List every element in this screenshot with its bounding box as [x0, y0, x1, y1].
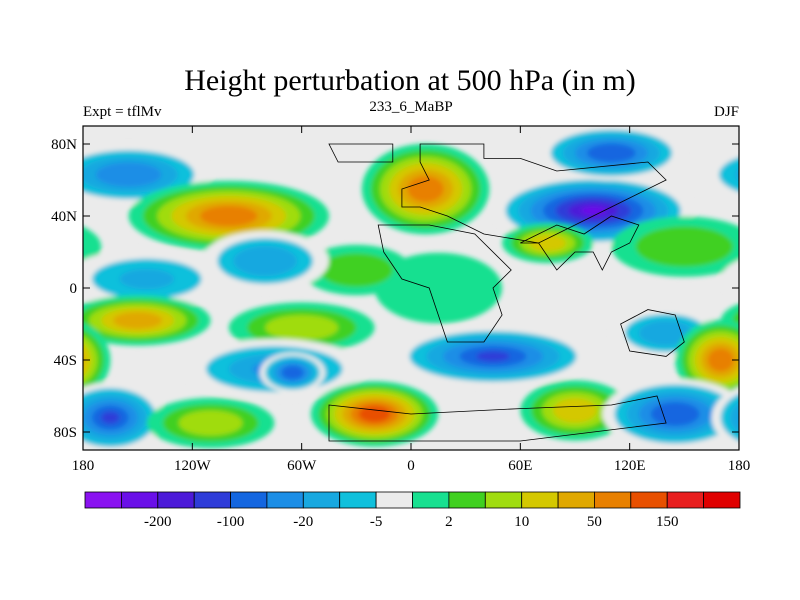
- colorbar-box: [557, 491, 595, 509]
- colorbar-label: -5: [370, 514, 383, 530]
- contour-band: [338, 261, 375, 279]
- contour-band: [283, 321, 320, 334]
- x-tick-label: 60E: [508, 458, 532, 474]
- contour-band: [714, 354, 728, 366]
- contour-band: [214, 211, 244, 221]
- contour-band: [476, 351, 510, 362]
- colorbar-box: [703, 491, 741, 509]
- colorbar-box: [193, 491, 231, 509]
- land-outline: [328, 143, 685, 442]
- y-axis: 80N 40N 0 40S 80S: [51, 137, 739, 441]
- colorbar-box: [375, 491, 413, 509]
- colorbar: -200 -100 -20 -5 2 10 50 150: [84, 491, 741, 530]
- chart-title: Height perturbation at 500 hPa (in m): [184, 64, 636, 97]
- land-outline-4: [520, 215, 640, 271]
- colorbar-label: 10: [514, 514, 529, 530]
- field-contours: [83, 126, 794, 450]
- height-field: [83, 126, 794, 450]
- colorbar-box: [230, 491, 268, 509]
- colorbar-box: [521, 491, 559, 509]
- contour-band: [564, 404, 586, 417]
- x-tick-label: 60W: [287, 458, 317, 474]
- land-outline-3: [377, 224, 512, 343]
- contour-band: [652, 326, 680, 340]
- contour-band: [406, 270, 471, 306]
- y-tick-label: 80S: [54, 425, 77, 441]
- x-tick-label: 180: [72, 458, 95, 474]
- colorbar-box: [302, 491, 341, 509]
- x-tick-label: 120W: [174, 458, 212, 474]
- contour-band: [287, 369, 299, 376]
- contour-band: [735, 167, 739, 182]
- colorbar-box: [157, 491, 195, 509]
- contour-band: [194, 416, 227, 430]
- colorbar-label: -100: [217, 514, 245, 530]
- contour-band: [719, 157, 739, 192]
- colorbar-box: [666, 491, 705, 509]
- y-tick-label: 80N: [51, 137, 77, 153]
- colorbar-box: [121, 491, 159, 509]
- colorbar-box: [484, 491, 523, 509]
- contour-band: [249, 253, 282, 269]
- colorbar-box: [630, 491, 668, 509]
- x-tick-label: 180: [728, 458, 751, 474]
- contour-band: [663, 408, 688, 420]
- colorbar-box: [84, 491, 122, 509]
- colorbar-label: -20: [293, 514, 313, 530]
- contour-band: [101, 411, 120, 424]
- contour-band: [416, 182, 435, 196]
- contour-band: [733, 311, 739, 330]
- colorbar-label: 150: [656, 514, 679, 530]
- contour-band: [720, 394, 739, 442]
- contour-band: [366, 409, 383, 419]
- colorbar-label: 50: [587, 514, 602, 530]
- colorbar-label: 2: [445, 514, 453, 530]
- land-outline-6: [328, 395, 667, 442]
- run-label: 233_6_MaBP: [369, 99, 452, 115]
- contour-band: [112, 168, 145, 181]
- contour-band: [660, 236, 709, 257]
- contour-band: [83, 396, 93, 432]
- land-outline-1: [328, 143, 394, 163]
- colorbar-box: [594, 491, 632, 509]
- contour-band: [125, 316, 150, 325]
- y-tick-label: 0: [70, 281, 78, 297]
- contour-band: [739, 400, 794, 435]
- season-label: DJF: [714, 104, 739, 120]
- land-outline-5: [620, 309, 685, 357]
- x-axis: 180 120W 60W 0 60E 120E 180: [72, 126, 751, 474]
- y-tick-label: 40S: [54, 353, 77, 369]
- colorbar-box: [448, 491, 486, 509]
- x-tick-label: 120E: [614, 458, 646, 474]
- x-tick-label: 0: [407, 458, 415, 474]
- colorbar-box: [339, 491, 377, 509]
- contour-band: [119, 268, 175, 290]
- contour-band: [538, 239, 557, 247]
- experiment-label: Expt = tflMv: [83, 104, 162, 120]
- colorbar-box: [412, 491, 450, 509]
- colorbar-box: [266, 491, 304, 509]
- contour-band: [729, 402, 739, 434]
- y-tick-label: 40N: [51, 209, 77, 225]
- contour-band: [599, 148, 624, 158]
- land-outline-2: [401, 143, 667, 244]
- contour-band: [580, 206, 606, 216]
- colorbar-label: -200: [144, 514, 172, 530]
